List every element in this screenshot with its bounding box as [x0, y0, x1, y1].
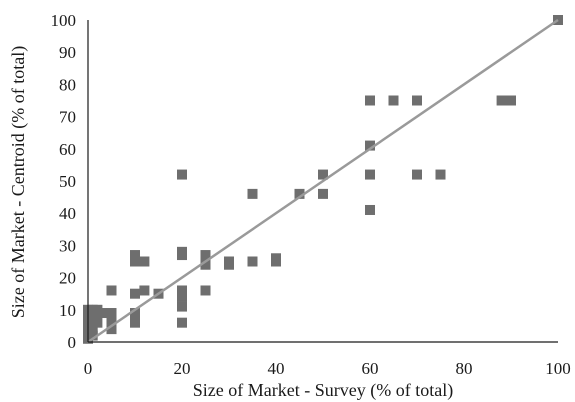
data-point [318, 188, 328, 199]
data-point [365, 204, 375, 215]
y-tick-label: 30 [59, 236, 76, 255]
data-point [130, 250, 140, 261]
reference-line-layer [87, 18, 559, 344]
data-point [435, 169, 446, 180]
data-point [177, 285, 187, 296]
x-tick-label: 0 [84, 359, 93, 378]
y-tick-label: 0 [68, 333, 77, 352]
data-point [506, 95, 516, 106]
x-tick-label: 100 [545, 359, 571, 378]
data-point [106, 314, 117, 325]
data-point [97, 308, 108, 319]
data-point [130, 317, 140, 328]
y-tick-labels: 0 10 20 30 40 50 60 70 80 90 100 [51, 11, 77, 352]
data-point [200, 250, 211, 261]
reference-line [87, 18, 559, 344]
y-tick-label: 50 [59, 172, 76, 191]
data-point [177, 250, 187, 261]
data-point [177, 291, 187, 302]
y-tick-label: 80 [59, 75, 76, 94]
data-point [271, 256, 281, 267]
data-point [247, 256, 258, 267]
data-point [365, 140, 375, 151]
x-tick-label: 20 [174, 359, 191, 378]
plot-area [83, 15, 563, 344]
data-point [412, 169, 422, 180]
data-point [106, 308, 117, 319]
y-tick-label: 100 [51, 11, 77, 30]
data-point [106, 324, 117, 335]
data-point [224, 259, 234, 270]
y-tick-label: 90 [59, 43, 76, 62]
data-point [365, 169, 375, 180]
y-tick-label: 10 [59, 301, 76, 320]
y-axis-title: Size of Market - Centroid (% of total) [8, 46, 29, 318]
x-tick-labels: 0 20 40 60 80 100 [84, 359, 571, 378]
data-point [318, 169, 328, 180]
y-tick-label: 70 [59, 108, 76, 127]
y-tick-label: 20 [59, 269, 76, 288]
data-point [106, 285, 117, 296]
y-tick-label: 60 [59, 140, 76, 159]
data-point [130, 288, 140, 299]
data-point [200, 285, 211, 296]
data-point [139, 256, 150, 267]
data-point [365, 95, 375, 106]
y-tick-label: 40 [59, 204, 76, 223]
x-tick-label: 80 [456, 359, 473, 378]
x-tick-label: 60 [362, 359, 379, 378]
x-tick-label: 40 [268, 359, 285, 378]
data-point [200, 259, 211, 270]
data-point [130, 311, 140, 322]
data-point [247, 188, 258, 199]
data-point [177, 317, 187, 328]
data-point [92, 317, 103, 328]
data-point [388, 95, 399, 106]
data-point [177, 169, 187, 180]
data-point [177, 301, 187, 312]
x-axis-title: Size of Market - Survey (% of total) [193, 380, 453, 401]
data-point [294, 188, 305, 199]
data-point [412, 95, 422, 106]
data-point [139, 285, 150, 296]
